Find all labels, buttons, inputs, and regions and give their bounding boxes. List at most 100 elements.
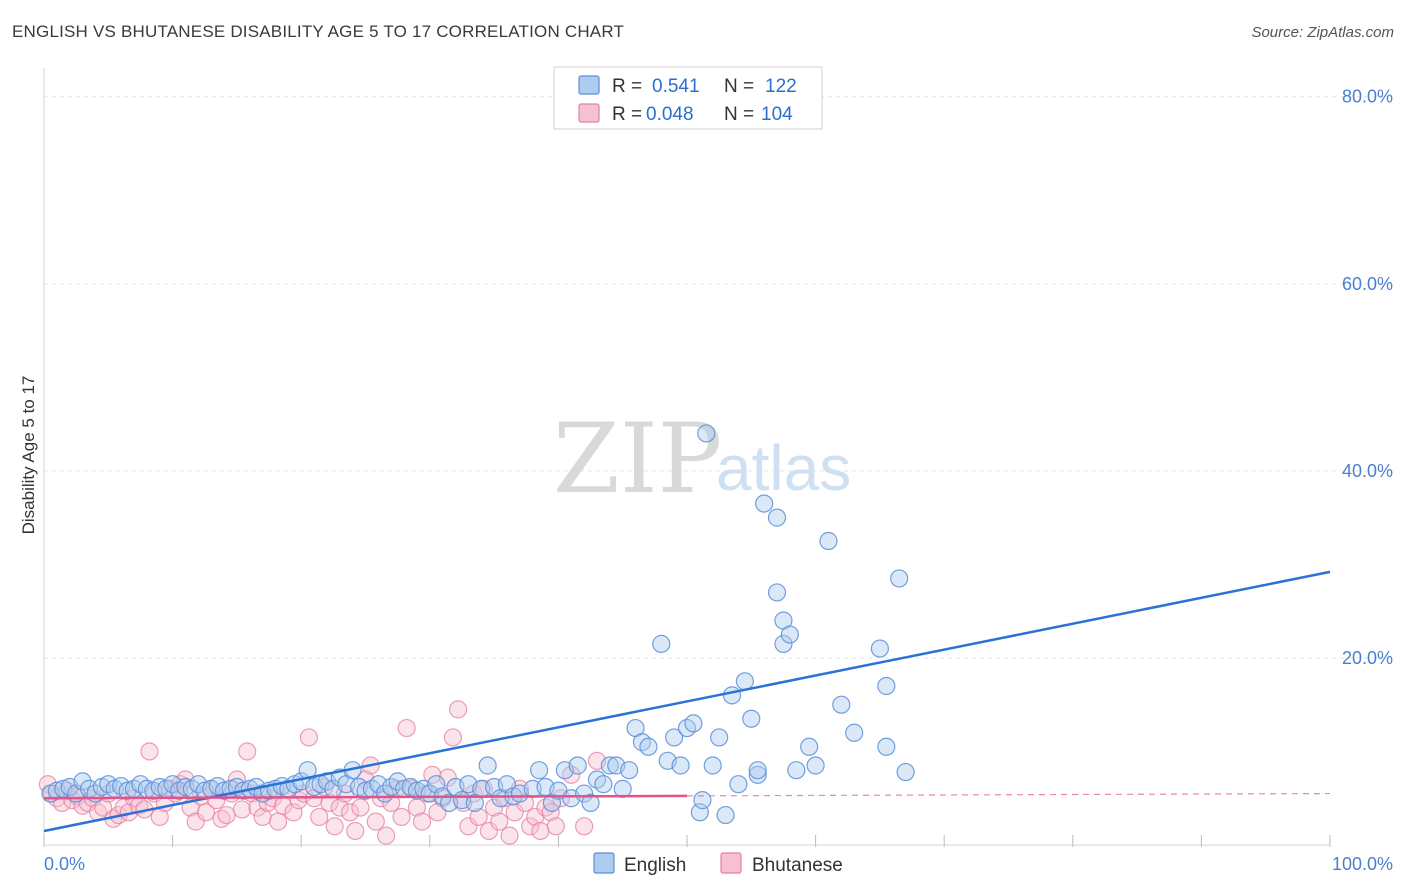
bhutanese-point-70 bbox=[397, 718, 416, 738]
x-tick-label-0: 0.0% bbox=[44, 854, 85, 874]
english-point-89 bbox=[620, 761, 639, 780]
english-point-98 bbox=[684, 714, 703, 733]
english-point-115 bbox=[774, 634, 793, 653]
axes bbox=[43, 68, 1331, 847]
bhutanese-point-55 bbox=[320, 793, 339, 813]
english-point-93 bbox=[652, 634, 671, 653]
bhutanese-point-66 bbox=[376, 826, 396, 845]
english-point-107 bbox=[735, 672, 754, 691]
bhutanese-point-20 bbox=[140, 742, 159, 761]
bhutanese-point-67 bbox=[382, 793, 401, 813]
bhutanese-point-60 bbox=[346, 821, 365, 841]
english-point-126 bbox=[890, 569, 909, 588]
trend-lines bbox=[43, 570, 1331, 833]
legend-r-label-english: R = bbox=[612, 76, 642, 97]
bhutanese-point-102 bbox=[575, 817, 594, 836]
bhutanese-point-53 bbox=[310, 807, 329, 827]
legend-r-value-bhutanese: 0.048 bbox=[646, 104, 694, 125]
english-point-124 bbox=[877, 737, 896, 756]
bhutanese-point-88 bbox=[490, 812, 509, 831]
bhutanese-point-37 bbox=[227, 770, 246, 789]
english-point-121 bbox=[832, 695, 851, 714]
legend-n-value-english: 122 bbox=[765, 76, 797, 97]
english-point-86 bbox=[600, 756, 619, 775]
english-point-92 bbox=[639, 737, 658, 756]
english-point-118 bbox=[800, 737, 819, 756]
legend-n-label-english: N = bbox=[724, 76, 754, 97]
english-point-111 bbox=[755, 494, 774, 513]
chart-source: Source: ZipAtlas.com bbox=[1251, 24, 1394, 41]
bhutanese-point-90 bbox=[500, 826, 519, 845]
english-point-102 bbox=[703, 756, 722, 775]
english-point-113 bbox=[767, 508, 787, 527]
english-point-101 bbox=[697, 424, 716, 443]
bhutanese-point-51 bbox=[299, 728, 319, 747]
english-point-119 bbox=[806, 756, 825, 775]
english-point-82 bbox=[575, 784, 594, 803]
bhutanese-point-38 bbox=[232, 800, 252, 819]
bhutanese-point-69 bbox=[392, 807, 411, 827]
bhutanese-points bbox=[38, 700, 607, 845]
english-point-112 bbox=[767, 583, 787, 602]
y-tick-label-3: 80.0% bbox=[1342, 87, 1393, 107]
bhutanese-point-31 bbox=[196, 803, 216, 822]
watermark-atlas: atlas bbox=[716, 432, 851, 504]
english-point-125 bbox=[877, 676, 896, 696]
bhutanese-point-59 bbox=[340, 803, 360, 822]
bhutanese-point-99 bbox=[546, 817, 565, 836]
english-point-96 bbox=[671, 756, 690, 775]
bhutanese-point-80 bbox=[448, 700, 468, 719]
bhutanese-trend-line-extension bbox=[686, 792, 1331, 797]
english-point-120 bbox=[819, 531, 838, 551]
bhutanese-point-73 bbox=[412, 812, 432, 831]
bhutanese-point-78 bbox=[438, 768, 457, 787]
bhutanese-point-61 bbox=[351, 798, 370, 817]
bhutanese-point-100 bbox=[551, 789, 571, 808]
english-point-123 bbox=[870, 639, 890, 658]
legend-n-value-bhutanese: 104 bbox=[761, 104, 793, 125]
bhutanese-point-41 bbox=[248, 798, 267, 817]
english-point-81 bbox=[568, 756, 587, 775]
english-point-88 bbox=[613, 779, 632, 798]
x-tick-labels: 0.0% 100.0% bbox=[44, 854, 1393, 874]
english-point-116 bbox=[780, 625, 799, 644]
bhutanese-point-64 bbox=[366, 812, 385, 831]
grid-lines bbox=[44, 96, 1392, 659]
english-point-117 bbox=[787, 761, 806, 780]
english-point-110 bbox=[748, 761, 767, 780]
legend-r-value-english: 0.541 bbox=[652, 76, 700, 97]
bhutanese-point-56 bbox=[325, 817, 344, 836]
x-tick-label-1: 100.0% bbox=[1332, 854, 1393, 874]
y-tick-label-1: 40.0% bbox=[1342, 461, 1393, 481]
english-point-106 bbox=[729, 775, 748, 794]
bottom-legend: English Bhutanese bbox=[593, 852, 843, 876]
watermark: ZIP atlas bbox=[553, 403, 851, 515]
english-point-108 bbox=[742, 709, 761, 728]
legend-n-label-bhutanese: N = bbox=[724, 104, 754, 125]
bhutanese-point-94 bbox=[521, 817, 540, 836]
legend-swatch-bhutanese bbox=[578, 103, 600, 123]
english-point-104 bbox=[716, 805, 735, 825]
english-point-68 bbox=[478, 756, 497, 775]
english-point-75 bbox=[530, 761, 549, 780]
english-point-5 bbox=[73, 772, 92, 791]
bottom-legend-swatch-bhutanese bbox=[720, 852, 742, 874]
legend-swatch-english bbox=[578, 75, 600, 95]
bhutanese-point-45 bbox=[268, 812, 288, 831]
y-tick-labels: 20.0% 40.0% 60.0% 80.0% bbox=[1342, 87, 1393, 668]
y-tick-label-2: 60.0% bbox=[1342, 274, 1393, 294]
bottom-legend-bhutanese: Bhutanese bbox=[752, 855, 843, 876]
bottom-legend-english: English bbox=[624, 855, 686, 876]
y-tick-label-0: 20.0% bbox=[1342, 648, 1393, 668]
english-point-100 bbox=[693, 791, 712, 810]
english-point-83 bbox=[581, 793, 600, 813]
english-point-109 bbox=[748, 765, 767, 784]
bhutanese-point-39 bbox=[238, 742, 257, 761]
english-point-103 bbox=[710, 728, 729, 747]
chart-title: ENGLISH VS BHUTANESE DISABILITY AGE 5 TO… bbox=[12, 22, 625, 41]
english-point-105 bbox=[722, 686, 742, 705]
bhutanese-point-96 bbox=[531, 821, 550, 841]
y-axis-label: Disability Age 5 to 17 bbox=[19, 376, 38, 535]
english-trend-line bbox=[43, 570, 1331, 833]
